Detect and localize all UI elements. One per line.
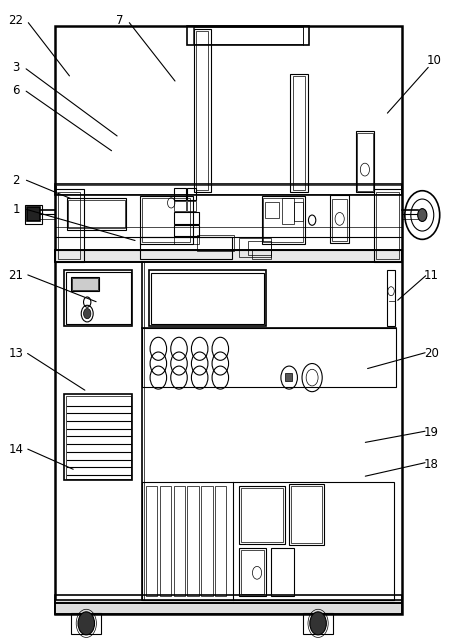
Bar (241, 488, 283, 542)
Bar (71, 277, 99, 291)
Bar (174, 236, 199, 244)
Bar (160, 486, 171, 596)
Bar (265, 202, 279, 218)
Bar (290, 74, 308, 192)
Text: 18: 18 (424, 458, 439, 470)
Bar (252, 250, 271, 259)
Bar (174, 486, 185, 596)
Bar (285, 373, 292, 381)
Bar (56, 185, 401, 194)
Bar (197, 235, 234, 251)
Bar (67, 198, 126, 230)
Bar (196, 31, 208, 190)
Bar (55, 189, 84, 262)
Bar (55, 250, 402, 262)
Bar (55, 600, 402, 614)
Bar (194, 29, 211, 192)
Bar (187, 26, 309, 45)
Circle shape (418, 209, 427, 221)
Text: 21: 21 (9, 269, 23, 282)
Text: 7: 7 (116, 14, 123, 27)
Bar (356, 131, 374, 192)
Bar (140, 237, 232, 259)
Text: 22: 22 (9, 14, 23, 27)
Bar (303, 613, 333, 634)
Bar (294, 202, 303, 221)
Bar (174, 225, 199, 236)
Bar (282, 198, 294, 224)
Bar (58, 192, 80, 259)
Bar (146, 486, 157, 596)
Bar (291, 486, 322, 543)
Bar (72, 278, 98, 290)
Bar (239, 486, 285, 544)
Bar (55, 250, 402, 262)
Bar (187, 188, 196, 200)
Bar (193, 27, 303, 44)
Circle shape (78, 612, 95, 635)
Bar (271, 548, 294, 596)
Bar (374, 189, 402, 262)
Text: 10: 10 (426, 54, 441, 67)
Text: 11: 11 (424, 269, 439, 282)
Bar (248, 241, 271, 255)
Text: 6: 6 (12, 84, 20, 97)
Bar (387, 270, 395, 326)
Bar (66, 396, 131, 479)
Bar (25, 205, 42, 224)
Bar (263, 198, 303, 242)
Bar (71, 613, 101, 634)
Bar (149, 270, 266, 326)
Text: 1: 1 (12, 204, 20, 216)
Bar (187, 486, 199, 596)
Bar (66, 272, 131, 324)
Bar (142, 482, 394, 600)
Text: 14: 14 (9, 443, 23, 456)
Bar (174, 201, 186, 211)
Bar (289, 484, 324, 545)
Bar (27, 207, 40, 221)
Bar (174, 212, 199, 224)
Bar (55, 184, 402, 195)
Bar (262, 196, 305, 244)
Bar (140, 196, 193, 244)
Text: 2: 2 (12, 174, 20, 187)
Bar (142, 198, 190, 242)
Bar (332, 199, 347, 241)
Bar (239, 238, 271, 257)
Bar (215, 486, 226, 596)
Bar (55, 26, 402, 614)
Bar (174, 188, 186, 200)
Bar (64, 270, 132, 326)
Bar (376, 192, 399, 259)
Bar (142, 328, 396, 387)
Bar (201, 486, 213, 596)
Bar (330, 195, 349, 243)
Bar (241, 550, 264, 594)
Bar (239, 548, 266, 596)
Circle shape (84, 308, 91, 319)
Bar (55, 595, 402, 603)
Text: 13: 13 (9, 347, 23, 360)
Text: 20: 20 (424, 347, 439, 360)
Bar (151, 273, 264, 324)
Bar (64, 394, 132, 480)
Bar (357, 133, 373, 191)
Bar (187, 201, 196, 211)
Text: 3: 3 (12, 61, 20, 74)
Text: 19: 19 (424, 426, 439, 438)
Bar (68, 200, 125, 228)
Circle shape (310, 612, 326, 635)
Bar (55, 603, 402, 614)
Bar (293, 76, 305, 190)
